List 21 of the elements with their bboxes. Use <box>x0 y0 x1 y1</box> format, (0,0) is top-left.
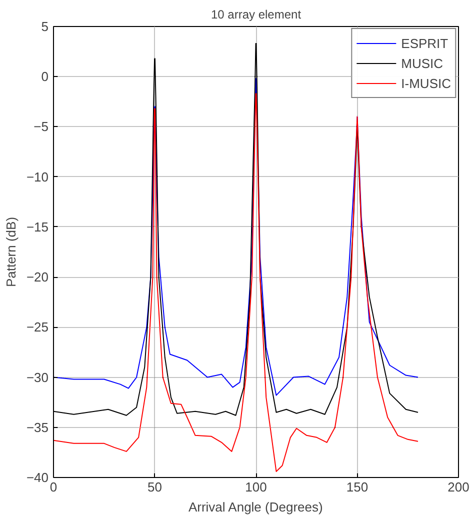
y-tick-label: −40 <box>26 470 49 485</box>
legend-label: ESPRIT <box>401 34 448 52</box>
x-tick-label: 100 <box>245 480 267 494</box>
legend-label: I-MUSIC <box>401 74 451 92</box>
y-tick-label: −20 <box>26 270 49 285</box>
y-tick-label: −5 <box>34 119 49 134</box>
x-tick-label: 150 <box>346 480 368 494</box>
y-axis-title: Pattern (dB) <box>3 216 18 288</box>
legend-label: MUSIC <box>401 54 444 72</box>
y-tick-label: −15 <box>26 219 49 234</box>
chart-title: 10 array element <box>210 8 302 22</box>
y-tick-label: 5 <box>41 19 49 34</box>
y-tick-label: −30 <box>26 370 49 385</box>
y-tick-label: −10 <box>26 169 49 184</box>
y-tick-label: 0 <box>41 69 49 84</box>
line-series <box>54 93 418 472</box>
x-axis-title: Arrival Angle (Degrees) <box>188 500 323 514</box>
y-tick-label: −35 <box>26 420 49 435</box>
x-tick-label: 200 <box>448 480 470 494</box>
y-tick-label: −25 <box>26 320 49 335</box>
x-tick-label: 50 <box>148 480 162 494</box>
